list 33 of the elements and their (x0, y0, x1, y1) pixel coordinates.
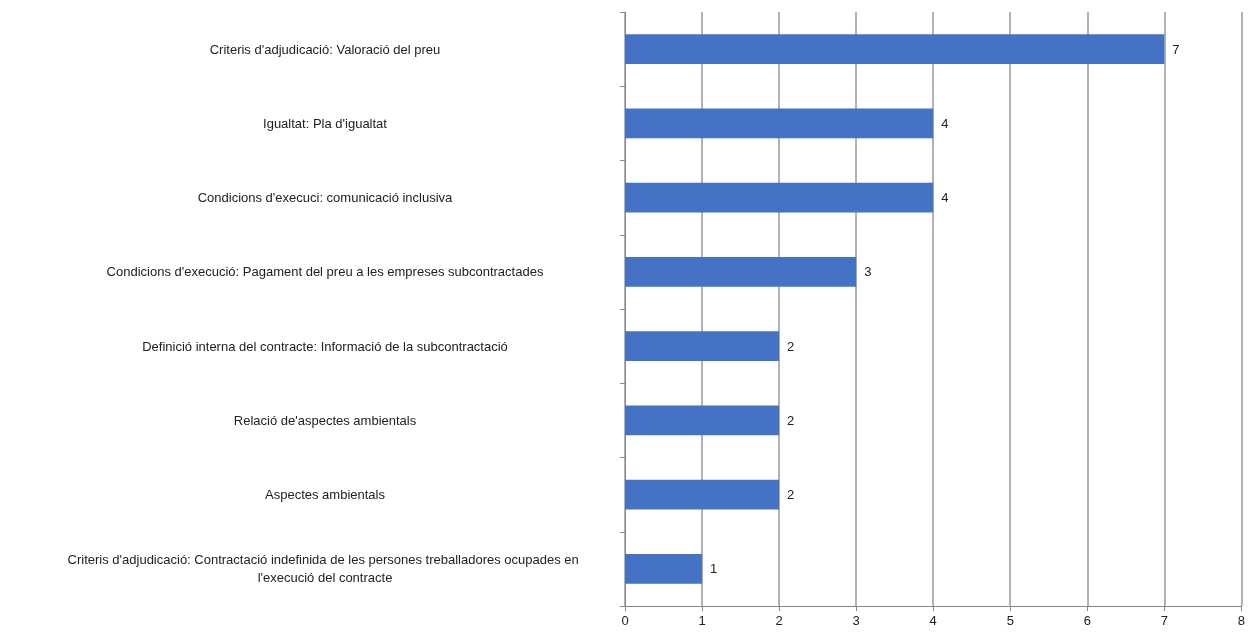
x-tick-label: 7 (1160, 613, 1168, 628)
bar (625, 257, 857, 287)
y-tick-label: Relació de'aspectes ambientals (233, 412, 417, 428)
bar (625, 479, 780, 510)
data-label: 1 (710, 561, 718, 577)
x-tick-label: 0 (621, 613, 629, 628)
x-tick-label: 4 (929, 613, 937, 628)
x-tick-label: 5 (1006, 613, 1014, 628)
y-tick-label: Criteris d'adjudicació: Valoració del preu (209, 41, 441, 57)
bar (625, 34, 1165, 64)
data-label: 7 (1172, 41, 1180, 57)
x-tick-label: 8 (1237, 613, 1245, 628)
bar (625, 108, 934, 139)
data-label: 4 (941, 115, 949, 131)
y-tick-label: Igualtat: Pla d'igualtat (263, 115, 388, 131)
y-tick-label: Condicions d'execució: Pagament del preu a les empreses subcontractades (106, 264, 544, 280)
data-label: 2 (787, 338, 795, 354)
data-label: 2 (787, 487, 795, 503)
bar (625, 331, 780, 361)
x-tick-label: 3 (852, 613, 860, 628)
y-tick-label: Definició interna del contracte: Informació de la subcontractació (142, 338, 508, 354)
x-tick-label: 1 (698, 613, 706, 628)
bar (625, 554, 703, 584)
y-tick-label: Aspectes ambientals (265, 487, 386, 503)
bar (625, 405, 780, 436)
y-tick-label: Criteris d'adjudicació: Contractació indefinida de les persones treballadores ocupades en l'execució del contracte (67, 552, 583, 586)
bar (625, 182, 934, 213)
data-label: 3 (864, 264, 872, 280)
x-tick-label: 6 (1083, 613, 1091, 628)
data-label: 2 (787, 412, 795, 428)
y-tick-label: Condicions d'execuci: comunicació inclusiva (197, 190, 454, 206)
x-tick-label: 2 (775, 613, 783, 628)
data-label: 4 (941, 190, 949, 206)
